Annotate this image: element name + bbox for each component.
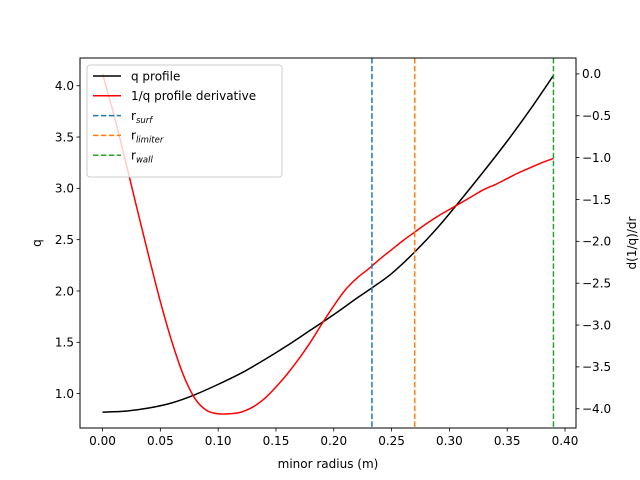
left-y-tick-label: 1.0 — [55, 387, 74, 401]
x-tick-label: 0.10 — [205, 434, 232, 448]
right-y-tick-label: −4.0 — [582, 402, 611, 416]
right-y-tick-label: −2.5 — [582, 276, 611, 290]
left-y-tick-label: 1.5 — [55, 336, 74, 350]
x-axis-label: minor radius (m) — [278, 457, 379, 471]
left-y-tick-label: 3.0 — [55, 182, 74, 196]
right-y-tick-label: −3.0 — [582, 318, 611, 332]
right-y-axis-label: d(1/q)/dr — [625, 217, 639, 270]
left-y-axis-ticks: 1.0 1.5 2.0 2.5 3.0 3.5 4.0 — [55, 79, 80, 401]
left-y-axis-label: q — [30, 239, 44, 247]
right-y-axis-ticks: 0.0 −0.5 −1.0 −1.5 −2.0 −2.5 −3.0 −3.5 −4.0 — [576, 67, 611, 416]
x-tick-label: 0.40 — [552, 434, 579, 448]
legend-label: rwall — [131, 149, 153, 166]
legend-label: rlimiter — [131, 129, 164, 146]
series-line-0 — [102, 75, 555, 413]
x-tick-label: 0.25 — [378, 434, 405, 448]
right-y-tick-label: 0.0 — [582, 67, 601, 81]
right-y-tick-label: −1.0 — [582, 151, 611, 165]
right-y-tick-label: −2.0 — [582, 235, 611, 249]
x-tick-label: 0.20 — [320, 434, 347, 448]
left-y-tick-label: 2.5 — [55, 233, 74, 247]
legend: q profile 1/q profile derivative rsurf rlim… — [86, 64, 283, 178]
legend-label: rsurf — [131, 109, 154, 126]
left-y-tick-label: 4.0 — [55, 79, 74, 93]
x-tick-label: 0.35 — [494, 434, 521, 448]
right-y-tick-label: −3.5 — [582, 360, 611, 374]
reference-lines — [371, 58, 555, 428]
legend-label: 1/q profile derivative — [131, 89, 256, 103]
right-y-tick-label: −1.5 — [582, 193, 611, 207]
plot-frame — [79, 57, 577, 429]
x-tick-label: 0.00 — [89, 434, 116, 448]
x-tick-label: 0.30 — [436, 434, 463, 448]
right-y-tick-label: −0.5 — [582, 109, 611, 123]
series-lines — [101, 73, 555, 415]
x-tick-label: 0.15 — [263, 434, 290, 448]
left-y-tick-label: 3.5 — [55, 130, 74, 144]
left-y-tick-label: 2.0 — [55, 284, 74, 298]
series-line-1 — [101, 73, 554, 415]
legend-frame — [86, 64, 283, 178]
x-tick-label: 0.05 — [147, 434, 174, 448]
x-axis-ticks: 0.00 0.05 0.10 0.15 0.20 0.25 0.30 0.35 0.40 — [89, 428, 578, 448]
legend-label: q profile — [131, 69, 180, 83]
